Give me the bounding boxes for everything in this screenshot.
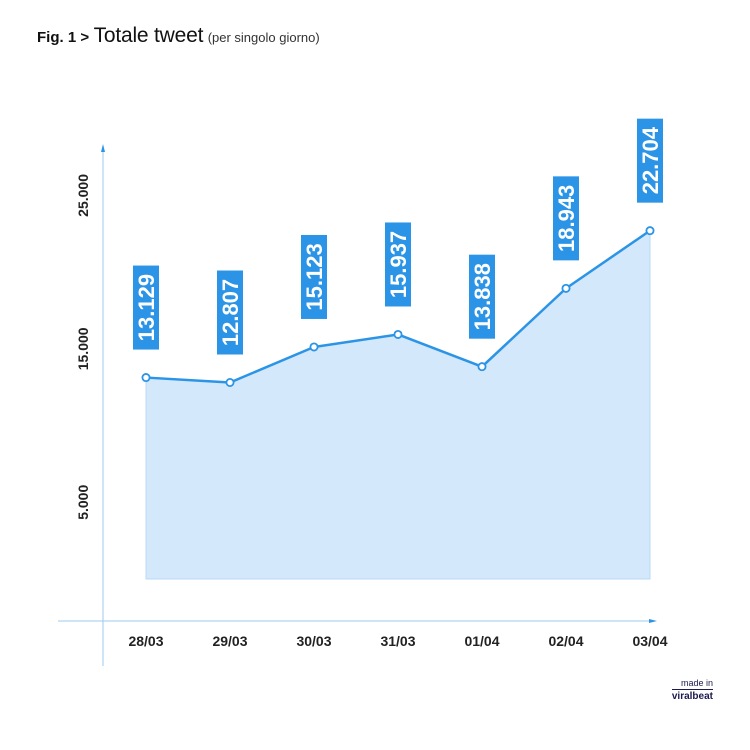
- data-point: [561, 283, 571, 293]
- x-tick-label: 02/04: [548, 633, 583, 649]
- figure-prefix: Fig. 1 >: [37, 29, 90, 46]
- chart-title: Totale tweet: [93, 24, 204, 47]
- y-tick-label: 25.000: [75, 174, 91, 217]
- figure-title: Fig. 1 > Totale tweet (per singolo giorn…: [37, 24, 320, 48]
- x-tick-label: 29/03: [212, 633, 247, 649]
- data-point: [309, 342, 319, 352]
- data-point: [477, 362, 487, 372]
- x-tick-label: 30/03: [296, 633, 331, 649]
- data-label-box: [637, 118, 663, 203]
- data-point: [393, 329, 403, 339]
- x-tick-label: 03/04: [632, 633, 667, 649]
- y-tick-label: 15.000: [75, 327, 91, 370]
- data-label: 13.129: [134, 274, 159, 341]
- x-tick-label: 28/03: [128, 633, 163, 649]
- data-label: 18.943: [554, 185, 579, 252]
- data-label-box: [469, 254, 495, 339]
- data-label-box: [553, 176, 579, 261]
- chart-subtitle: (per singolo giorno): [207, 30, 320, 45]
- credit-brand: viralbeat: [671, 689, 713, 702]
- y-axis-arrow: [101, 144, 105, 152]
- data-point: [141, 373, 151, 383]
- data-point: [645, 226, 655, 236]
- x-tick-label: 01/04: [464, 633, 499, 649]
- x-tick-label: 31/03: [380, 633, 415, 649]
- data-label: 15.123: [302, 243, 327, 310]
- data-label: 13.838: [470, 263, 495, 330]
- data-label: 22.704: [638, 126, 663, 194]
- credit-made-in: made in: [680, 678, 713, 688]
- data-point: [225, 378, 235, 388]
- y-tick-label: 5.000: [75, 485, 91, 520]
- data-label-box: [217, 270, 243, 355]
- data-label-box: [385, 222, 411, 307]
- data-label: 12.807: [218, 279, 243, 346]
- x-axis-arrow: [649, 619, 657, 623]
- data-label-box: [133, 265, 159, 350]
- credit-logo: made in viralbeat: [671, 678, 713, 703]
- data-label: 15.937: [386, 231, 411, 298]
- data-label-box: [301, 234, 327, 319]
